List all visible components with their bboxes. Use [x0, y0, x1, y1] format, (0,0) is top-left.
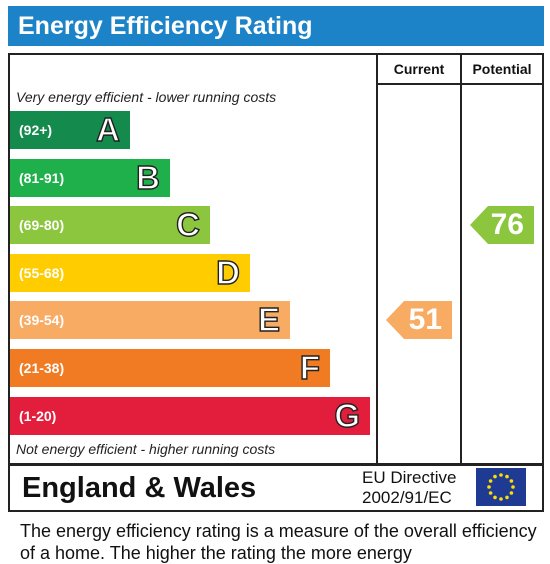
- potential-column-divider: [460, 55, 462, 463]
- potential-rating-arrow: 76: [470, 206, 534, 245]
- title-banner: Energy Efficiency Rating: [8, 6, 544, 46]
- band-e: (39-54) E: [10, 301, 290, 340]
- flag-star: [499, 497, 503, 501]
- band-g: (1-20) G: [10, 396, 370, 435]
- band-range-label: (92+): [19, 122, 53, 138]
- flag-star: [511, 485, 515, 489]
- band-letter: A: [95, 111, 120, 148]
- band-b: (81-91) B: [10, 158, 170, 197]
- band-f: (21-38) F: [10, 349, 330, 387]
- current-column-header: Current: [393, 61, 445, 77]
- eu-directive: EU Directive 2002/91/EC: [362, 468, 456, 508]
- band-letter: B: [135, 158, 160, 196]
- region-label: England & Wales: [22, 472, 257, 504]
- band-letter: D: [215, 253, 240, 291]
- band-range-label: (39-54): [19, 312, 65, 329]
- flag-star: [505, 495, 509, 500]
- flag-star: [499, 473, 503, 477]
- caption: The energy efficiency rating is a measur…: [20, 521, 537, 563]
- band-a: (92+) A: [10, 111, 130, 149]
- band-letter: G: [334, 396, 361, 434]
- band-range-label: (1-20): [19, 407, 57, 424]
- band-d: (55-68) D: [10, 254, 250, 292]
- flag-star: [505, 474, 509, 479]
- eu-flag-icon: [476, 468, 526, 506]
- band-c: (69-80) C: [10, 206, 210, 245]
- flag-star: [488, 479, 493, 483]
- chart-title: Energy Efficiency Rating: [18, 12, 313, 40]
- current-rating-value: 51: [408, 303, 442, 337]
- potential-rating-value: 76: [490, 208, 524, 242]
- rating-chart: Current Potential Very energy efficient …: [8, 53, 544, 465]
- column-header-divider: [376, 83, 542, 85]
- flag-star: [487, 485, 491, 489]
- band-letter: C: [175, 206, 200, 244]
- flag-star: [488, 491, 493, 495]
- flag-star: [493, 495, 497, 500]
- bottom-note: Not energy efficient - higher running co…: [16, 441, 276, 457]
- directive-line-2: 2002/91/EC: [362, 488, 452, 507]
- current-column-divider: [376, 55, 378, 463]
- current-rating-arrow: 51: [386, 301, 452, 340]
- flag-star: [509, 491, 514, 495]
- band-range-label: (81-91): [19, 169, 65, 186]
- top-note: Very energy efficient - lower running co…: [16, 89, 277, 105]
- flag-star: [493, 474, 497, 479]
- band-letter: E: [257, 301, 280, 339]
- band-range-label: (21-38): [19, 360, 65, 376]
- band-range-label: (69-80): [19, 217, 65, 234]
- footer: England & Wales EU Directive 2002/91/EC: [8, 464, 544, 512]
- band-letter: F: [299, 349, 321, 386]
- flag-star: [509, 479, 514, 483]
- directive-line-1: EU Directive: [362, 468, 457, 487]
- band-range-label: (55-68): [19, 264, 65, 281]
- potential-column-header: Potential: [472, 61, 532, 77]
